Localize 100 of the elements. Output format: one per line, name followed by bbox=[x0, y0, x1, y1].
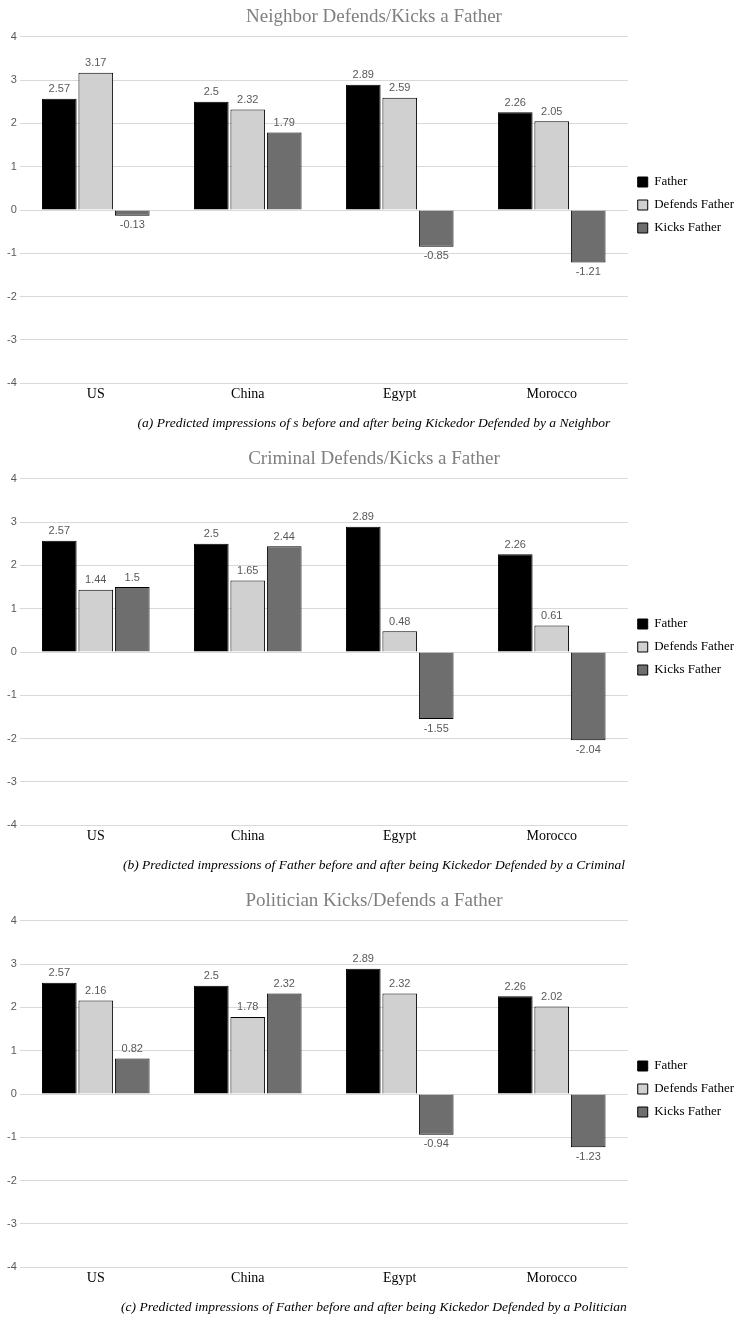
data-label: -0.85 bbox=[423, 249, 449, 262]
data-label: 1.78 bbox=[237, 1000, 259, 1013]
y-tick-label: 1 bbox=[10, 159, 17, 172]
y-tick-label: 3 bbox=[10, 515, 17, 528]
y-tick-label: -3 bbox=[7, 774, 17, 787]
x-tick-label: Egypt bbox=[383, 1270, 417, 1286]
x-tick-label: China bbox=[231, 386, 266, 402]
y-tick-label: 2 bbox=[10, 558, 17, 571]
data-label: 1.79 bbox=[273, 116, 295, 129]
data-label: -2.04 bbox=[575, 742, 601, 755]
data-label: 2.89 bbox=[352, 68, 374, 81]
y-tick-label: -4 bbox=[7, 818, 17, 831]
x-tick-label: Morocco bbox=[526, 386, 577, 402]
legend-label: Father bbox=[654, 173, 689, 189]
legend-label: Defends Father bbox=[654, 196, 735, 212]
data-label: 2.32 bbox=[237, 93, 259, 106]
data-label: 2.16 bbox=[85, 984, 107, 996]
data-label: -0.13 bbox=[119, 218, 145, 231]
text: (c) Predicted impressions of Father before and after being Kickedor Defended by a Politician bbox=[120, 1298, 628, 1316]
data-label: -0.94 bbox=[423, 1137, 449, 1150]
bar bbox=[193, 985, 229, 1094]
text: (b) Predicted impressions of Father before and after being Kickedor Defended by a Criminal bbox=[122, 856, 626, 874]
y-tick-label: 4 bbox=[10, 471, 17, 484]
y-tick-label: 4 bbox=[10, 29, 17, 42]
data-label: -1.23 bbox=[575, 1149, 601, 1162]
y-tick-label: 3 bbox=[10, 957, 17, 970]
data-label: 2.57 bbox=[48, 966, 71, 979]
legend-label: Defends Father bbox=[654, 638, 735, 654]
legend-label: Father bbox=[654, 1057, 689, 1073]
bar bbox=[193, 101, 229, 210]
data-label: 2.32 bbox=[389, 977, 411, 990]
data-label: -1.55 bbox=[423, 721, 449, 734]
y-tick-label: -4 bbox=[7, 1260, 17, 1273]
data-label: 0.61 bbox=[541, 609, 563, 622]
data-label: 2.57 bbox=[48, 524, 71, 537]
legend-label: Kicks Father bbox=[654, 1103, 722, 1119]
data-label: 2.5 bbox=[203, 85, 219, 98]
bar bbox=[193, 543, 229, 652]
y-tick-label: 1 bbox=[10, 1043, 17, 1056]
bar bbox=[497, 554, 533, 652]
data-label: 2.32 bbox=[273, 977, 295, 990]
text: (a) Predicted impressions of s before and after being Kickedor Defended by a Neighbor bbox=[136, 414, 612, 432]
y-tick-label: -3 bbox=[7, 332, 17, 345]
x-tick-label: US bbox=[86, 386, 105, 402]
bar bbox=[345, 526, 381, 652]
y-tick-label: -1 bbox=[7, 688, 17, 701]
data-label: 2.26 bbox=[504, 95, 526, 108]
bar bbox=[345, 84, 381, 210]
y-tick-label: 4 bbox=[10, 913, 17, 926]
x-tick-label: China bbox=[231, 1270, 266, 1286]
data-label: 2.89 bbox=[352, 510, 374, 523]
y-tick-label: 2 bbox=[10, 1000, 17, 1013]
x-tick-label: Morocco bbox=[526, 828, 577, 844]
data-label: 2.02 bbox=[541, 990, 563, 1003]
data-label: 3.17 bbox=[85, 56, 107, 69]
bar bbox=[41, 982, 77, 1094]
y-tick-label: -1 bbox=[7, 246, 17, 259]
data-label: 2.26 bbox=[504, 979, 526, 992]
x-tick-label: Egypt bbox=[383, 828, 417, 844]
data-label: 2.89 bbox=[352, 952, 374, 965]
data-label: 2.26 bbox=[504, 537, 526, 550]
data-label: 2.59 bbox=[389, 81, 411, 94]
legend-label: Kicks Father bbox=[654, 661, 722, 677]
y-tick-label: -2 bbox=[7, 731, 17, 744]
y-tick-label: 2 bbox=[10, 116, 17, 129]
data-label: 2.44 bbox=[273, 529, 295, 542]
data-label: 2.57 bbox=[48, 82, 71, 95]
data-label: -1.21 bbox=[575, 264, 601, 277]
bar bbox=[497, 996, 533, 1094]
legend-label: Kicks Father bbox=[654, 219, 722, 235]
data-label: 0.82 bbox=[121, 1042, 143, 1055]
chart-title: Politician Kicks/Defends a Father bbox=[245, 889, 504, 911]
legend-label: Father bbox=[654, 615, 689, 631]
y-tick-label: 0 bbox=[10, 645, 17, 658]
x-tick-label: Egypt bbox=[383, 386, 417, 402]
x-tick-label: US bbox=[86, 828, 105, 844]
x-tick-label: US bbox=[86, 1270, 105, 1286]
chart-title: Criminal Defends/Kicks a Father bbox=[248, 447, 501, 469]
y-tick-label: 1 bbox=[10, 601, 17, 614]
y-tick-label: -2 bbox=[7, 1173, 17, 1186]
data-label: 2.5 bbox=[203, 527, 219, 540]
y-tick-label: 3 bbox=[10, 73, 17, 86]
bar bbox=[497, 112, 533, 210]
y-tick-label: 0 bbox=[10, 203, 17, 216]
y-tick-label: -1 bbox=[7, 1130, 17, 1143]
chart-title: Neighbor Defends/Kicks a Father bbox=[246, 5, 503, 27]
x-tick-label: China bbox=[231, 828, 266, 844]
y-tick-label: -2 bbox=[7, 289, 17, 302]
data-label: 1.5 bbox=[124, 570, 140, 583]
data-label: 2.5 bbox=[203, 969, 219, 982]
y-tick-label: -4 bbox=[7, 376, 17, 389]
bar bbox=[345, 968, 381, 1094]
bar bbox=[41, 98, 77, 210]
y-tick-label: -3 bbox=[7, 1216, 17, 1229]
data-label: 1.44 bbox=[85, 573, 107, 586]
x-tick-label: Morocco bbox=[526, 1270, 577, 1286]
data-label: 0.48 bbox=[389, 614, 411, 627]
data-label: 1.65 bbox=[237, 564, 259, 577]
legend-label: Defends Father bbox=[654, 1080, 735, 1096]
y-tick-label: 0 bbox=[10, 1087, 17, 1100]
